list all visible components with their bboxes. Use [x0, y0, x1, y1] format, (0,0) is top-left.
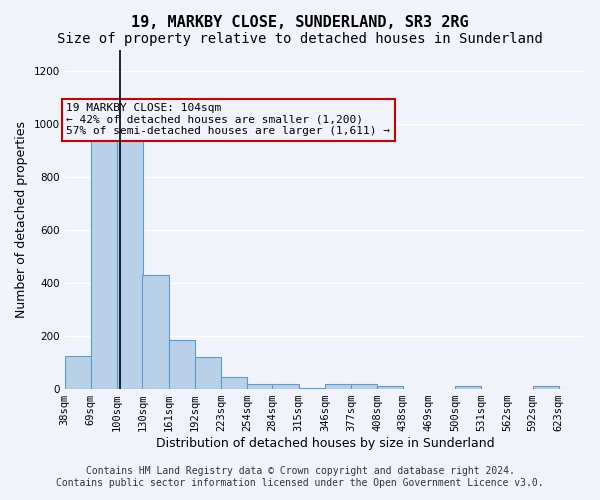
Bar [351, 384, 377, 389]
Bar [247, 384, 274, 389]
Text: Contains HM Land Registry data © Crown copyright and database right 2024.
Contai: Contains HM Land Registry data © Crown c… [56, 466, 544, 487]
Bar [169, 340, 195, 389]
Bar [272, 384, 299, 389]
Bar [455, 386, 481, 389]
X-axis label: Distribution of detached houses by size in Sunderland: Distribution of detached houses by size … [155, 437, 494, 450]
Bar [221, 377, 247, 389]
Bar [65, 356, 91, 389]
Text: 19, MARKBY CLOSE, SUNDERLAND, SR3 2RG: 19, MARKBY CLOSE, SUNDERLAND, SR3 2RG [131, 15, 469, 30]
Bar [195, 358, 221, 389]
Text: 19 MARKBY CLOSE: 104sqm
← 42% of detached houses are smaller (1,200)
57% of semi: 19 MARKBY CLOSE: 104sqm ← 42% of detache… [67, 103, 391, 136]
Bar [142, 275, 169, 389]
Bar [91, 136, 117, 389]
Bar [377, 386, 403, 389]
Text: Size of property relative to detached houses in Sunderland: Size of property relative to detached ho… [57, 32, 543, 46]
Y-axis label: Number of detached properties: Number of detached properties [15, 121, 28, 318]
Bar [325, 384, 351, 389]
Bar [117, 138, 143, 389]
Bar [533, 386, 559, 389]
Bar [299, 388, 325, 389]
